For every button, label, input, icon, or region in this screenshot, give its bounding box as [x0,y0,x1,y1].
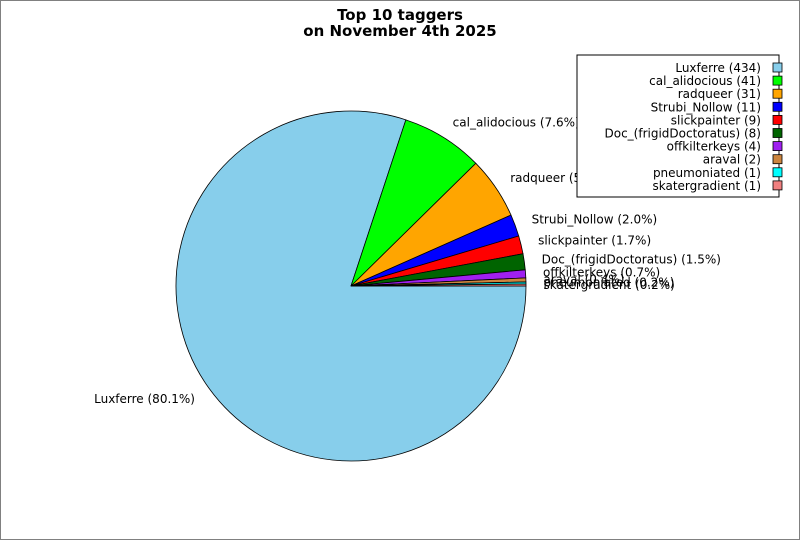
slice-label-doc-frigiddoctoratus: Doc_(frigidDoctoratus) (1.5%) [542,252,721,266]
legend-entry-label: araval (2) [703,153,761,167]
legend-swatch [772,88,783,99]
legend-entry-label: pneumoniated (1) [653,166,761,180]
legend-entry-label: cal_alidocious (41) [649,74,761,88]
legend-entry-label: Luxferre (434) [675,61,761,75]
slice-label-slickpainter: slickpainter (1.7%) [538,234,651,248]
legend-swatch [772,115,783,125]
legend-swatch [772,101,783,112]
legend-entry-label: skatergradient (1) [652,179,761,193]
slice-label-pneumoniated: pneumoniated (0.2%) [543,276,674,290]
slice-label-strubi-nollow: Strubi_Nollow (2.0%) [532,212,658,226]
legend-swatch [772,128,783,138]
legend: Luxferre (434)cal_alidocious (41)radquee… [576,54,783,198]
legend-entry-label: slickpainter (9) [671,113,761,127]
legend-swatch [772,62,783,73]
pie-slice-skatergradient [350,283,527,287]
legend-swatch [772,167,783,178]
legend-swatch [772,180,783,191]
legend-swatch [772,141,783,152]
legend-frame [576,54,780,198]
pie-slice-labels: Luxferre (80.1%)cal_alidocious (7.6%)rad… [94,116,721,406]
legend-swatch [772,154,783,165]
legend-entry-label: Doc_(frigidDoctoratus) (8) [605,127,762,141]
slice-label-skatergradient: skatergradient (0.2%) [544,278,675,292]
slice-label-cal-alidocious: cal_alidocious (7.6%) [453,116,580,130]
chart-title-line-1: Top 10 taggers [337,6,463,24]
slice-label-offkilterkeys: offkilterkeys (0.7%) [543,266,660,280]
slice-label-araval: araval (0.4%) [543,272,624,286]
chart-title-line-2: on November 4th 2025 [303,22,496,40]
pie-slices [175,110,527,462]
legend-swatch [772,75,783,86]
legend-entry-label: offkilterkeys (4) [667,140,761,154]
legend-entry-label: Strubi_Nollow (11) [651,100,761,114]
chart-title: Top 10 taggers on November 4th 2025 [303,6,496,40]
legend-entry-label: radqueer (31) [678,87,761,101]
slice-label-luxferre: Luxferre (80.1%) [94,392,195,406]
